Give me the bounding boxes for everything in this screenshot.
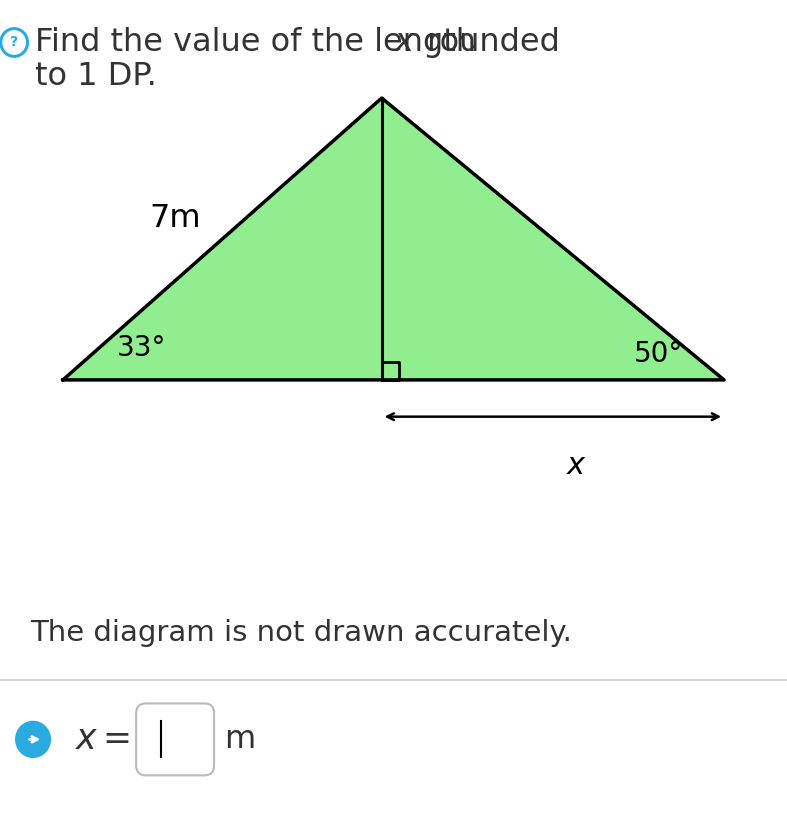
Circle shape xyxy=(16,721,50,757)
Text: 33°: 33° xyxy=(116,334,166,362)
Polygon shape xyxy=(63,98,724,380)
Text: $x$: $x$ xyxy=(394,27,416,58)
FancyBboxPatch shape xyxy=(136,703,214,775)
Text: m: m xyxy=(224,724,256,755)
Text: 50°: 50° xyxy=(634,340,683,368)
Text: $x$: $x$ xyxy=(75,722,98,757)
Text: ?: ? xyxy=(10,35,18,50)
Text: Find the value of the length: Find the value of the length xyxy=(35,27,486,58)
Text: $x$: $x$ xyxy=(566,451,587,480)
Text: 7m: 7m xyxy=(150,203,201,234)
Text: rounded: rounded xyxy=(417,27,560,58)
Text: The diagram is not drawn accurately.: The diagram is not drawn accurately. xyxy=(30,619,572,647)
Text: =: = xyxy=(102,722,131,757)
Text: to 1 DP.: to 1 DP. xyxy=(35,61,157,92)
